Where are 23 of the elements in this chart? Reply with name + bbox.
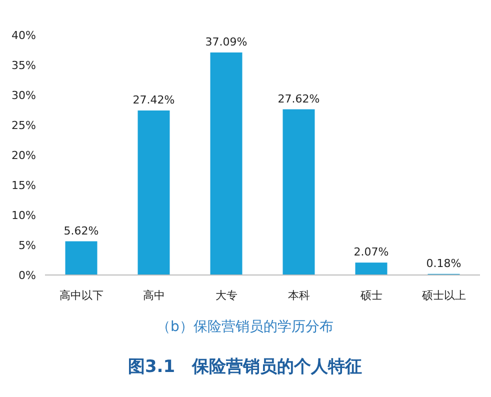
ytick: 25% (12, 119, 36, 132)
data-label: 27.42% (132, 93, 175, 106)
ytick: 20% (12, 149, 36, 162)
ytick: 0% (18, 269, 36, 282)
xtick: 大专 (215, 289, 238, 302)
ytick: 35% (12, 59, 36, 72)
xtick: 硕士 (360, 289, 382, 302)
xtick: 高中以下 (59, 289, 104, 302)
data-label: 27.62% (278, 92, 320, 106)
subtitle: （b）保险营销员的学历分布 (156, 319, 334, 335)
data-label: 37.09% (205, 35, 248, 48)
ytick: 40% (12, 29, 36, 42)
ytick: 5% (18, 239, 36, 252)
ytick: 30% (12, 89, 36, 102)
data-label: 2.07% (354, 246, 389, 259)
xtick: 高中 (142, 289, 165, 302)
data-label: 5.62% (64, 224, 99, 238)
title: 图3.1 保险营销员的个人特征 (128, 357, 362, 377)
ytick: 10% (12, 209, 36, 222)
xtick: 本科 (288, 289, 310, 302)
data-label: 0.18% (426, 256, 462, 270)
ytick: 15% (12, 179, 36, 192)
xtick: 硕士以上 (422, 289, 466, 302)
